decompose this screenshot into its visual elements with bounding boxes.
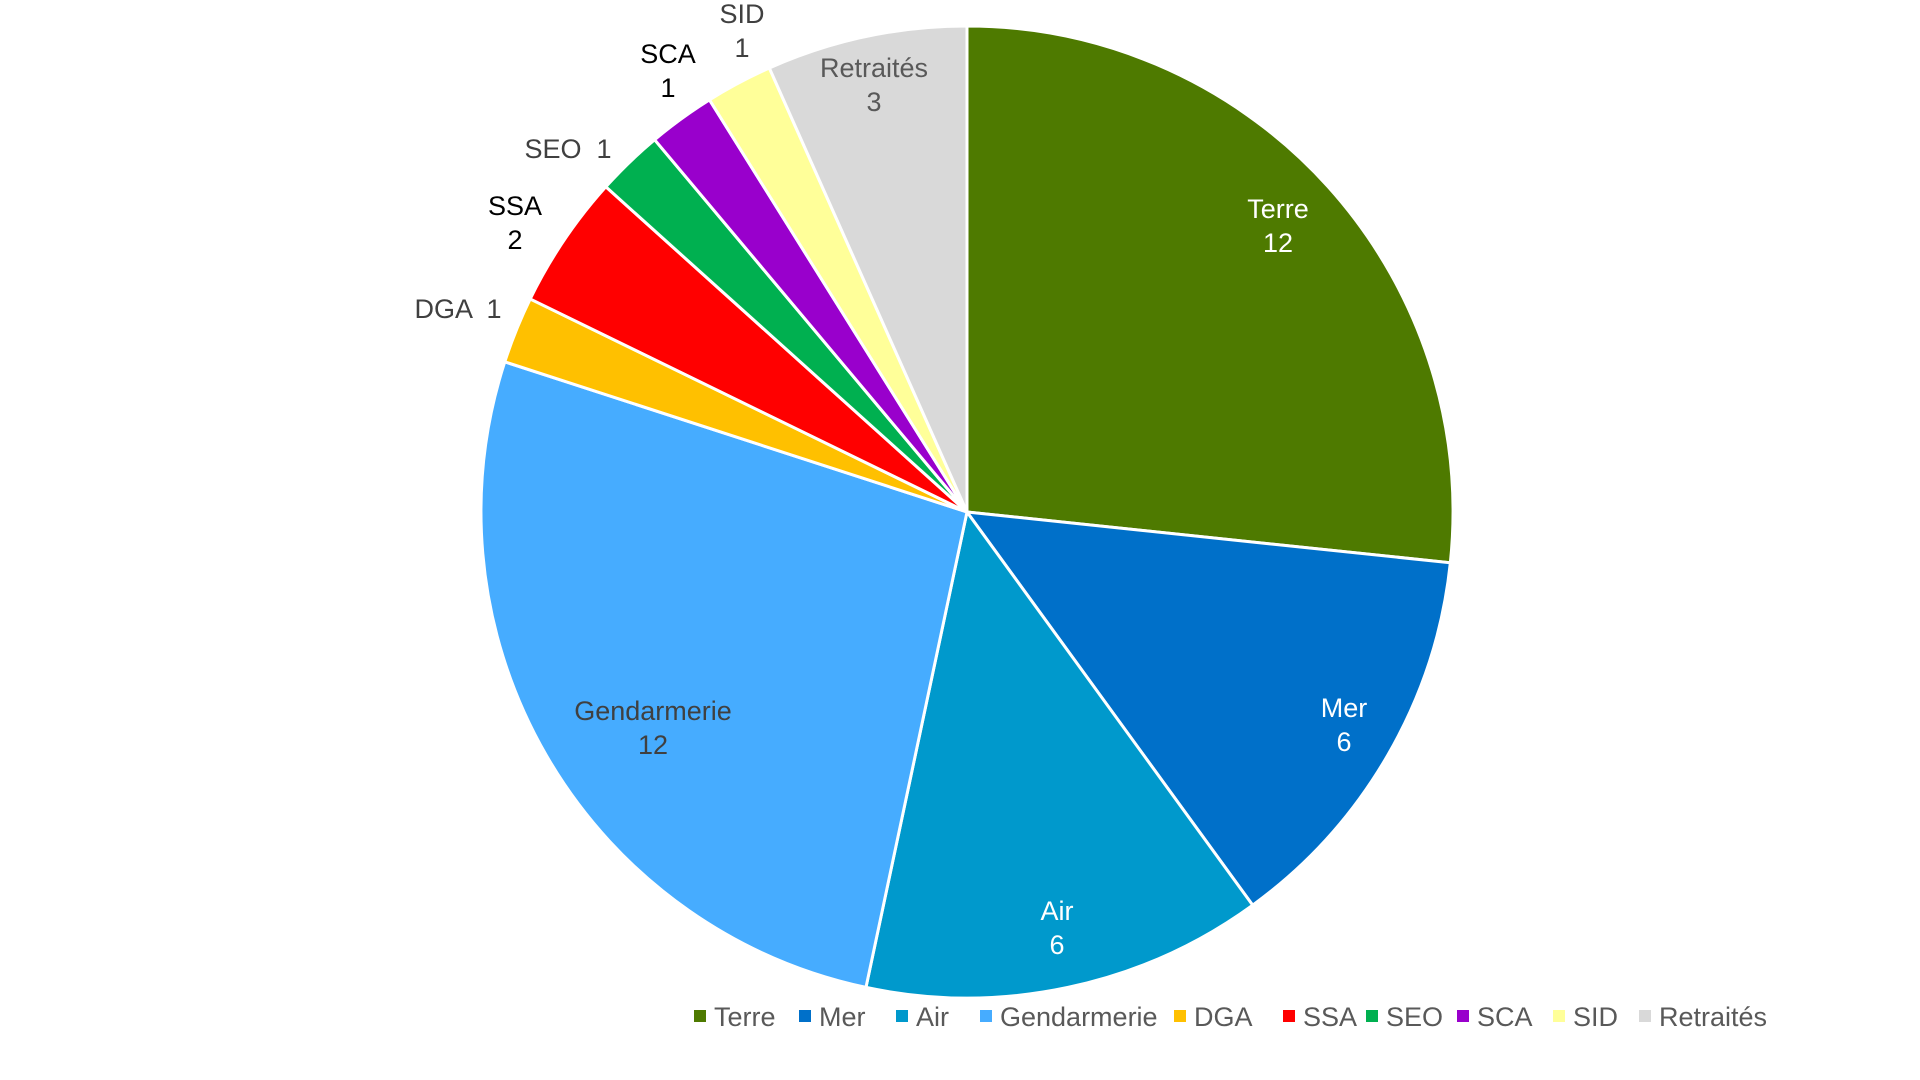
legend-label: SID [1573, 1002, 1618, 1032]
slice-label-ssa: SSA 2 [488, 191, 542, 255]
legend-label: Gendarmerie [1000, 1002, 1158, 1032]
legend-swatch [1639, 1010, 1651, 1022]
legend-label: SSA [1303, 1002, 1357, 1032]
legend-label: Terre [714, 1002, 776, 1032]
legend-swatch [1457, 1010, 1469, 1022]
slice-label-mer: Mer 6 [1321, 693, 1368, 757]
slice-label-gendarmerie: Gendarmerie 12 [574, 696, 732, 760]
legend-item-retraités: Retraités [1639, 1002, 1767, 1032]
slice-labels: Terre 12 Mer 6 Air 6 Gendarmerie 12 DGA 1 SSA 2 SEO… [414, 0, 1367, 960]
pie-slice-air [864, 508, 1255, 1000]
legend-label: Air [916, 1002, 949, 1032]
pie-slice-terre [965, 24, 1455, 565]
pie-slice-mer [963, 510, 1452, 908]
legend-swatch [1283, 1010, 1295, 1022]
legend-item-terre: Terre [694, 1002, 776, 1032]
legend-label: DGA [1194, 1002, 1253, 1032]
slice-label-retraités: Retraités 3 [820, 53, 928, 117]
slice-label-air: Air 6 [1041, 896, 1074, 960]
legend-item-seo: SEO [1366, 1002, 1443, 1032]
legend-swatch [1553, 1010, 1565, 1022]
legend-item-gendarmerie: Gendarmerie [980, 1002, 1158, 1032]
pie-slice-gendarmerie [479, 359, 969, 990]
legend-label: Retraités [1659, 1002, 1767, 1032]
legend-item-mer: Mer [799, 1002, 866, 1032]
legend-swatch [799, 1010, 811, 1022]
slice-label-dga: DGA 1 [414, 294, 501, 324]
legend-label: SCA [1477, 1002, 1533, 1032]
legend-label: SEO [1386, 1002, 1443, 1032]
legend-swatch [1366, 1010, 1378, 1022]
pie-slices [479, 24, 1455, 1000]
legend-swatch [896, 1010, 908, 1022]
pie-slice-retraités [767, 24, 969, 513]
slice-label-terre: Terre 12 [1247, 194, 1309, 258]
legend-swatch [980, 1010, 992, 1022]
legend: Terre Mer Air Gendarmerie DGA SSA SEO SCA SID Ret… [694, 1002, 1767, 1032]
legend-swatch [694, 1010, 706, 1022]
legend-item-dga: DGA [1174, 1002, 1253, 1032]
slice-label-sid: SID 1 [719, 0, 764, 63]
slice-label-sca: SCA 1 [640, 39, 696, 103]
legend-item-sca: SCA [1457, 1002, 1533, 1032]
legend-item-ssa: SSA [1283, 1002, 1357, 1032]
legend-swatch [1174, 1010, 1186, 1022]
legend-item-sid: SID [1553, 1002, 1618, 1032]
legend-item-air: Air [896, 1002, 949, 1032]
legend-label: Mer [819, 1002, 866, 1032]
slice-label-seo: SEO 1 [524, 134, 611, 164]
